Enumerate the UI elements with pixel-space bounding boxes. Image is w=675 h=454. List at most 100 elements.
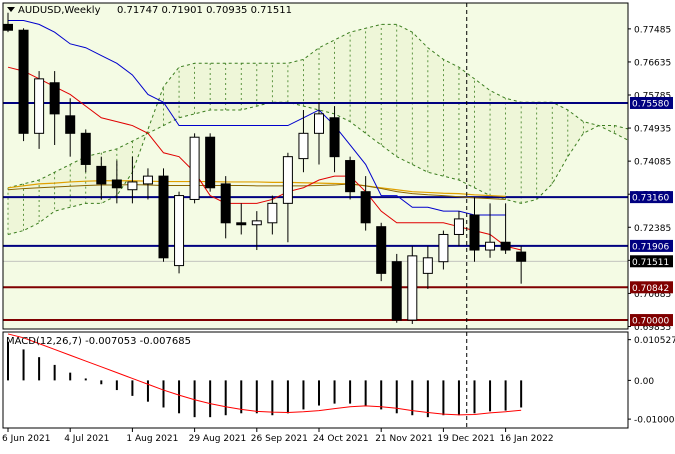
candle-body <box>220 183 231 224</box>
date-label: 6 Jun 2021 <box>2 434 50 444</box>
level-tag-box <box>630 96 673 109</box>
macd-plot-area <box>2 331 629 429</box>
price-tick-label: 0.72385 <box>634 224 671 234</box>
current-price-tag-box <box>630 255 673 268</box>
candle <box>80 129 91 173</box>
date-label: 4 Jul 2021 <box>64 434 109 444</box>
candle-body <box>142 175 153 185</box>
candle-body <box>236 222 247 226</box>
candle <box>220 176 231 239</box>
candle <box>407 246 418 324</box>
candle-body <box>422 257 433 274</box>
candle <box>469 197 480 262</box>
candle-body <box>158 175 169 259</box>
candle <box>34 71 45 149</box>
candle <box>205 133 216 192</box>
macd-axis: 0.010527 0.00 -0.010004 <box>628 336 675 426</box>
candle <box>391 253 402 323</box>
candle <box>111 160 122 204</box>
macd-panel: 0.010527 0.00 -0.010004 MACD(12,26,7) -0.0… <box>2 331 675 429</box>
candle-body <box>314 113 324 134</box>
candle-body <box>65 115 76 134</box>
date-label: 24 Oct 2021 <box>313 434 369 444</box>
candle <box>485 203 496 258</box>
date-label: 1 Aug 2021 <box>126 434 178 444</box>
candle-body <box>298 132 309 160</box>
candle <box>360 176 371 231</box>
candle <box>422 246 433 289</box>
level-tag-label: 0.70842 <box>632 284 669 294</box>
date-label: 21 Nov 2021 <box>375 434 433 444</box>
candle-body <box>516 251 527 262</box>
candle <box>267 195 278 235</box>
level-tag-label: 0.73160 <box>632 194 669 204</box>
macd-tick-label: -0.010004 <box>634 416 675 426</box>
macd-signal-path <box>7 333 522 416</box>
candle-body <box>205 136 216 189</box>
candle-body <box>407 255 418 321</box>
candle <box>282 152 293 243</box>
macd-tick-label: 0.00 <box>634 377 654 387</box>
price-tick-label: 0.74935 <box>634 125 671 135</box>
candle <box>329 106 340 173</box>
candle <box>438 230 449 270</box>
level-tag-box <box>630 314 673 327</box>
candle-body <box>127 181 138 191</box>
candle-body <box>251 220 262 226</box>
candle <box>65 98 76 157</box>
moving-averages <box>7 180 506 200</box>
cloud-area <box>8 24 628 235</box>
candle <box>314 102 324 165</box>
candle-body <box>391 261 402 321</box>
candle-body <box>345 160 356 193</box>
candle-body <box>360 191 371 224</box>
candle-body <box>438 233 449 263</box>
price-panel-frame <box>2 2 629 330</box>
candle-body <box>282 156 293 204</box>
price-tick-label: 0.70685 <box>634 290 671 300</box>
candle <box>142 168 153 200</box>
senkou-span-b <box>7 23 628 235</box>
candle <box>96 156 107 200</box>
candle-body <box>96 165 107 185</box>
candle-body <box>49 82 60 115</box>
candle <box>18 28 29 142</box>
price-tick-label: 0.76635 <box>634 58 671 68</box>
candle-body <box>376 226 387 274</box>
kijun-sen-line <box>8 20 506 216</box>
candle <box>376 222 387 282</box>
ichimoku-lines <box>7 20 522 251</box>
candle-body <box>80 132 91 165</box>
candle-body <box>34 78 45 134</box>
date-label: 16 Jan 2022 <box>500 434 554 444</box>
candle-body <box>453 218 464 235</box>
candle <box>49 71 60 145</box>
candle <box>298 109 309 173</box>
candle <box>453 211 464 247</box>
candle <box>158 168 169 262</box>
level-price-tags: 0.75580 0.73160 0.71906 0.70842 0.70000 0.715… <box>630 96 673 327</box>
level-tag-box <box>630 281 673 294</box>
symbol-label: AUDUSD,Weekly <box>18 5 101 16</box>
candle-body <box>111 179 122 189</box>
chart-menu-arrow-icon[interactable] <box>7 7 15 12</box>
price-tick-label: 0.69835 <box>634 323 671 333</box>
tenkan-sen-line <box>7 66 522 251</box>
price-panel: 0.774850.766350.757850.749350.740850.732… <box>2 2 673 333</box>
price-tick-label: 0.74085 <box>634 158 671 168</box>
chart-header: AUDUSD,Weekly 0.71747 0.71901 0.70935 0.… <box>7 5 292 16</box>
candle <box>251 211 262 251</box>
candle <box>174 191 185 274</box>
candle <box>500 203 511 254</box>
level-tag-box <box>630 239 673 252</box>
level-tag-box <box>630 191 673 204</box>
candlesticks <box>3 12 527 324</box>
candle-body <box>3 23 13 31</box>
date-label: 29 Aug 2021 <box>189 434 247 444</box>
level-tag-label: 0.70000 <box>632 317 669 327</box>
candle-body <box>18 29 29 134</box>
macd-signal-line <box>7 333 522 416</box>
current-price-tag-label: 0.71511 <box>632 258 669 268</box>
